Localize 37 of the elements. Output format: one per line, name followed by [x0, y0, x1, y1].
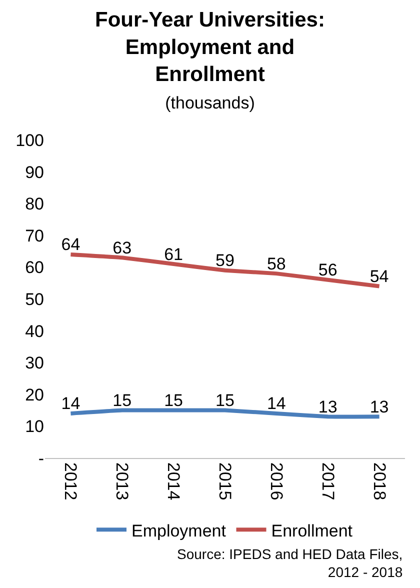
- legend-label: Enrollment: [271, 521, 353, 540]
- chart-subtitle: (thousands): [165, 93, 255, 112]
- data-label: 13: [370, 397, 389, 416]
- y-tick-label: 90: [25, 162, 44, 182]
- y-tick-label: 70: [25, 226, 44, 246]
- y-tick-label: 30: [25, 354, 44, 373]
- data-label: 14: [266, 394, 286, 414]
- data-label: 64: [61, 235, 80, 254]
- x-tick-label: 2015: [215, 462, 234, 500]
- y-tick-label: 20: [25, 385, 44, 404]
- x-tick-label: 2013: [112, 462, 132, 500]
- x-tick-label: 2014: [164, 462, 184, 500]
- x-tick-label: 2012: [61, 462, 80, 500]
- x-tick-label: 2018: [370, 462, 389, 500]
- y-tick-label: -: [38, 448, 44, 468]
- data-label: 13: [318, 397, 338, 416]
- y-tick-label: 50: [25, 290, 44, 309]
- chart-title: Four-Year Universities: Employment and Enrollment: [95, 8, 325, 86]
- data-label: 63: [112, 238, 132, 258]
- y-tick-label: 80: [25, 194, 44, 214]
- data-label: 54: [370, 267, 389, 286]
- data-label: 59: [216, 251, 234, 270]
- data-label: 15: [164, 391, 184, 410]
- y-tick-label: 60: [25, 258, 44, 278]
- data-label: 56: [318, 260, 338, 280]
- data-label: 61: [164, 244, 184, 264]
- data-label: 58: [266, 254, 286, 274]
- data-label: 15: [112, 391, 132, 410]
- source-note: Source: IPEDS and HED Data Files, 2012 - 2018: [177, 546, 403, 580]
- data-label: 14: [61, 394, 80, 414]
- data-label: 15: [216, 391, 234, 410]
- x-tick-label: 2016: [266, 462, 286, 500]
- y-tick-label: 10: [25, 417, 44, 436]
- x-tick-label: 2017: [318, 462, 338, 500]
- y-tick-label: 100: [16, 130, 44, 150]
- legend-label: Employment: [132, 521, 226, 540]
- y-tick-label: 40: [25, 322, 44, 341]
